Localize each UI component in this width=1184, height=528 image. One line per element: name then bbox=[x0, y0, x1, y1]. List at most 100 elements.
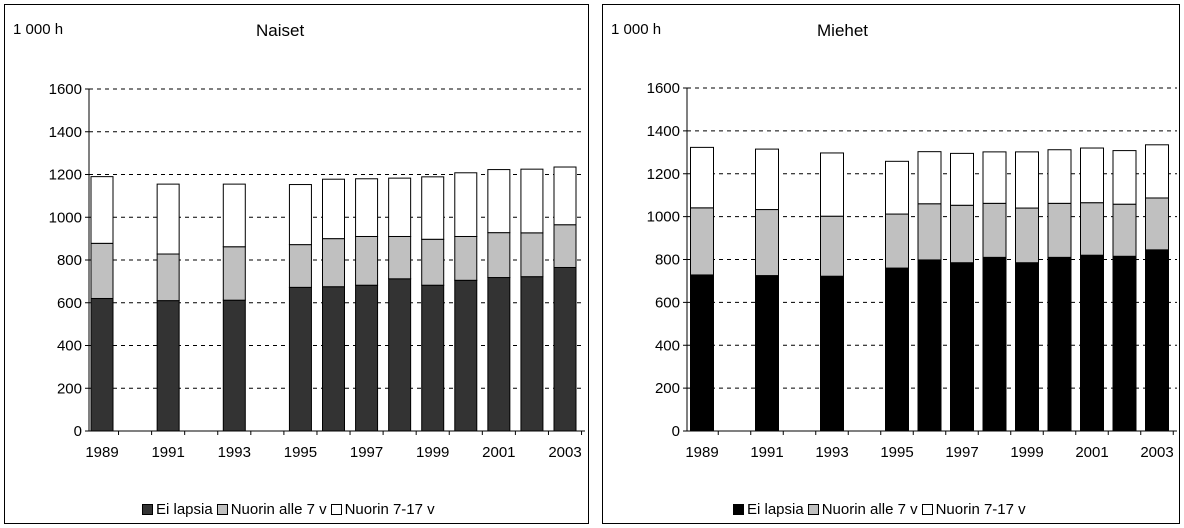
bar-segment bbox=[1047, 256, 1072, 432]
bar-segment bbox=[1015, 151, 1039, 209]
y-tick-label: 1200 bbox=[49, 167, 82, 184]
bar-segment bbox=[421, 176, 445, 240]
legend-item: Ei lapsia bbox=[142, 501, 213, 518]
bar-segment bbox=[487, 277, 511, 432]
bar-segment bbox=[288, 286, 312, 432]
legend-item: Nuorin alle 7 v bbox=[807, 501, 918, 518]
y-unit-label: 1 000 h bbox=[611, 21, 662, 38]
y-tick-label: 1600 bbox=[647, 80, 680, 97]
bar-segment bbox=[755, 148, 779, 211]
bar-segment bbox=[487, 169, 511, 234]
x-tick-label: 2003 bbox=[1140, 444, 1173, 461]
bar-segment bbox=[690, 146, 714, 209]
bar-segment bbox=[690, 207, 714, 276]
bar-segment bbox=[156, 183, 180, 255]
bar-segment bbox=[520, 232, 544, 278]
x-tick-label: 1995 bbox=[880, 444, 913, 461]
legend-label: Ei lapsia bbox=[747, 501, 804, 518]
bar-segment bbox=[322, 286, 345, 432]
bar-segment bbox=[454, 235, 478, 281]
bar-segment bbox=[1015, 262, 1039, 432]
legend-swatch bbox=[733, 504, 744, 515]
x-tick-label: 2001 bbox=[482, 444, 515, 461]
chart-panel-naiset: 0 200 400 600 800 1000 1200 1400 1600 1989 1991 199… bbox=[4, 4, 589, 524]
bar-segment bbox=[322, 178, 345, 240]
x-tick-label: 2003 bbox=[548, 444, 581, 461]
bar-segment bbox=[1047, 202, 1072, 258]
bar-segment bbox=[222, 246, 246, 301]
bar-segment bbox=[487, 232, 511, 279]
y-tick-label: 1400 bbox=[647, 123, 680, 140]
legend-label: Nuorin 7-17 v bbox=[344, 501, 435, 518]
bar-segment bbox=[90, 242, 114, 299]
y-unit-label: 1 000 h bbox=[13, 21, 64, 38]
bar-segment bbox=[90, 297, 114, 432]
chart-plot-miehet: 0 200 400 600 800 1000 1200 1400 1600 1989 1991 199… bbox=[647, 80, 1177, 461]
bar-segment bbox=[1015, 207, 1039, 264]
y-tick-label: 600 bbox=[655, 294, 680, 311]
bar-segment bbox=[1080, 202, 1104, 256]
bar-segment bbox=[1112, 255, 1137, 432]
bar-segment bbox=[885, 160, 909, 215]
legend-item: Nuorin 7-17 v bbox=[330, 501, 435, 518]
bar-segment bbox=[982, 256, 1007, 432]
bar-segment bbox=[222, 299, 246, 432]
bar-segment bbox=[982, 202, 1007, 258]
bar-segment bbox=[1080, 254, 1104, 432]
y-tick-label: 0 bbox=[672, 423, 680, 440]
bar-segment bbox=[917, 203, 942, 261]
bar-segment bbox=[388, 177, 412, 237]
chart-title: Miehet bbox=[817, 21, 869, 40]
bar-segment bbox=[156, 253, 180, 302]
bar-segment bbox=[355, 284, 379, 432]
x-tick-label: 1991 bbox=[151, 444, 184, 461]
legend-label: Nuorin alle 7 v bbox=[821, 501, 918, 518]
y-tick-label: 400 bbox=[57, 338, 82, 355]
bar-segment bbox=[421, 284, 445, 432]
bar-segment bbox=[1080, 147, 1104, 204]
y-tick-label: 800 bbox=[57, 252, 82, 269]
legend-swatch bbox=[807, 504, 819, 515]
x-tick-label: 1993 bbox=[218, 444, 251, 461]
bar-segment bbox=[690, 274, 714, 432]
legend-label: Nuorin alle 7 v bbox=[230, 501, 327, 518]
y-tick-label: 1400 bbox=[49, 124, 82, 141]
bar-segment bbox=[1112, 203, 1137, 257]
y-tick-label: 600 bbox=[57, 295, 82, 312]
bar-segment bbox=[1145, 197, 1169, 251]
bar-segment bbox=[885, 213, 909, 269]
legend-label: Nuorin 7-17 v bbox=[935, 501, 1026, 518]
x-tick-label: 1989 bbox=[85, 444, 118, 461]
legend-swatch bbox=[142, 504, 153, 515]
legend-swatch bbox=[330, 504, 342, 515]
bar-segment bbox=[355, 178, 379, 237]
legend-swatch bbox=[216, 504, 228, 515]
legend-label: Ei lapsia bbox=[156, 501, 213, 518]
chart-title: Naiset bbox=[256, 21, 305, 40]
x-tick-label: 1995 bbox=[284, 444, 317, 461]
bar-segment bbox=[388, 235, 412, 280]
x-tick-label: 1999 bbox=[416, 444, 449, 461]
y-tick-label: 800 bbox=[655, 252, 680, 269]
bar-segment bbox=[90, 176, 114, 244]
bar-segment bbox=[454, 279, 478, 432]
bar-segment bbox=[820, 152, 844, 217]
y-tick-label: 1600 bbox=[49, 81, 82, 98]
bar-segment bbox=[1145, 144, 1169, 199]
x-tick-label: 1999 bbox=[1010, 444, 1043, 461]
y-tick-label: 1000 bbox=[49, 209, 82, 226]
bar-segment bbox=[288, 184, 312, 246]
x-tick-label: 1991 bbox=[750, 444, 783, 461]
y-tick-label: 1200 bbox=[647, 166, 680, 183]
x-tick-label: 1989 bbox=[685, 444, 718, 461]
y-tick-label: 200 bbox=[57, 380, 82, 397]
bar-segment bbox=[520, 276, 544, 432]
bar-segment bbox=[288, 244, 312, 288]
bar-segment bbox=[950, 262, 974, 432]
bar-segment bbox=[820, 275, 844, 432]
bar-segment bbox=[322, 238, 345, 288]
legend-item: Nuorin 7-17 v bbox=[921, 501, 1026, 518]
bar-segment bbox=[755, 275, 779, 432]
legend-swatch bbox=[921, 504, 933, 515]
bar-segment bbox=[982, 151, 1007, 204]
